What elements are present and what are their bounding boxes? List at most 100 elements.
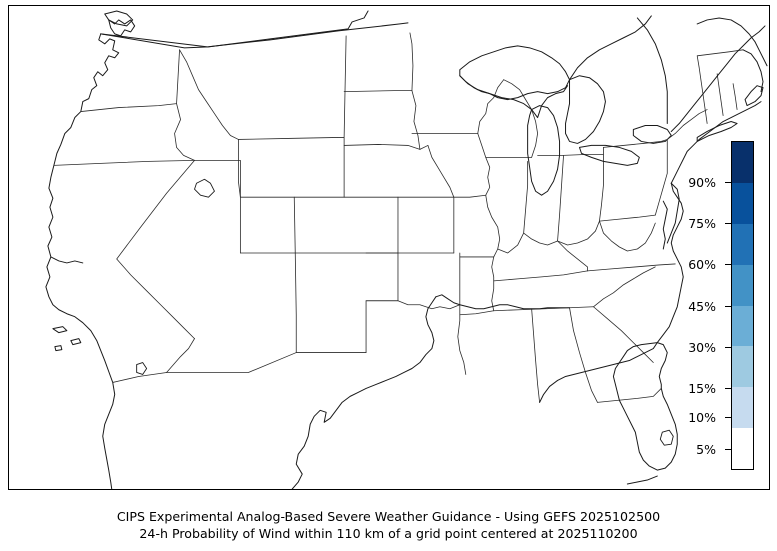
- arkansas-tennessee-mississippi-border: [492, 257, 494, 311]
- newengland-state-borders: [697, 50, 743, 124]
- colorbar-tick-45: 45%: [688, 300, 731, 312]
- saint-lawrence-river: [671, 26, 765, 132]
- illinois-indiana-border: [498, 161, 528, 253]
- south-dakota-iowa-border: [412, 91, 420, 150]
- montana-north-dakota-border: [344, 36, 346, 138]
- lake-ontario-outline: [633, 126, 671, 144]
- washington-oregon-border: [81, 50, 180, 112]
- colorbar-label-90: 90%: [688, 174, 716, 190]
- hudson-bay-lowland-line: [637, 18, 667, 124]
- canada-maritimes-coastline: [697, 18, 767, 66]
- lake-michigan-outline: [528, 106, 560, 196]
- virginia-north-carolina-border: [587, 264, 675, 271]
- colorbar-label-10: 10%: [688, 410, 716, 426]
- great-lakes-canada-shoreline: [570, 16, 652, 80]
- colorbar-label-15: 15%: [688, 380, 716, 396]
- georgia-south-carolina-border: [593, 307, 653, 363]
- pennsylvania-maryland-border: [599, 215, 655, 221]
- atlantic-coast-southeast: [657, 183, 683, 342]
- colorbar-segment-30-45: [732, 305, 753, 347]
- kentucky-virginia-tennessee-border: [558, 241, 588, 271]
- san-francisco-bay: [51, 257, 83, 263]
- colorbar-label-5: 5%: [696, 441, 716, 457]
- vancouver-island-outline: [105, 11, 133, 26]
- colorbar-tick-5: 5%: [696, 443, 731, 455]
- chesapeake-bay: [663, 201, 667, 249]
- ohio-pennsylvania-border: [599, 147, 603, 221]
- iowa-missouri-border: [454, 195, 486, 197]
- south-dakota-nebraska-border: [344, 144, 428, 149]
- colorbar-segment-15-30: [732, 346, 753, 388]
- colorbar-segment-5-10: [732, 428, 753, 469]
- conus-map: [9, 6, 769, 489]
- caption-line-2: 24-h Probability of Wind within 110 km o…: [139, 526, 638, 541]
- new-mexico-texas-border: [366, 253, 398, 353]
- colorbar-segment-45-60: [732, 264, 753, 306]
- kentucky-tennessee-border: [494, 271, 588, 281]
- lake-huron-outline: [566, 76, 606, 144]
- minnesota-wisconsin-border: [478, 80, 504, 134]
- figure-caption: CIPS Experimental Analog-Based Severe We…: [0, 508, 777, 542]
- colorbar-label-60: 60%: [688, 257, 716, 273]
- pennsylvania-new-york-border: [603, 139, 667, 147]
- great-salt-lake: [195, 179, 215, 197]
- us-canada-49th-parallel: [101, 23, 408, 47]
- new-york-border: [667, 110, 707, 140]
- ohio-west-virginia-border: [558, 221, 600, 245]
- canada-border-line: [101, 11, 368, 48]
- colorbar-segment-75-90: [732, 182, 753, 224]
- indiana-kentucky-border: [524, 233, 558, 245]
- mississippi-alabama-border: [532, 309, 540, 403]
- colorbar-segment-90-100: [732, 142, 753, 183]
- colorbar-tick-30: 30%: [688, 341, 731, 353]
- idaho-montana-border: [180, 50, 239, 140]
- north-dakota-south-dakota-border: [344, 91, 412, 92]
- idaho-utah-nevada-border: [195, 160, 241, 197]
- colorbar-label-30: 30%: [688, 339, 716, 355]
- map-panel: [8, 5, 770, 490]
- west-virginia-virginia-border: [599, 221, 655, 251]
- colorbar-tick-75: 75%: [688, 217, 731, 230]
- louisiana-delta-coastline: [436, 295, 570, 309]
- iowa-illinois-border: [478, 133, 490, 195]
- alabama-florida-panhandle-coast: [540, 343, 658, 403]
- lake-erie-outline: [579, 145, 639, 165]
- wisconsin-michigan-border: [504, 80, 538, 158]
- florida-keys: [627, 476, 657, 484]
- maine-coastline: [743, 50, 763, 92]
- cape-cod: [745, 86, 763, 106]
- colorbar-label-45: 45%: [688, 298, 716, 314]
- michigan-upper-peninsula: [460, 76, 568, 118]
- caption-line-1: CIPS Experimental Analog-Based Severe We…: [116, 509, 661, 524]
- north-dakota-minnesota-border: [410, 33, 413, 91]
- nebraska-iowa-missouri-border: [428, 145, 454, 197]
- oregon-california-border: [54, 160, 195, 165]
- colorbar-gradient-bar: [731, 141, 754, 470]
- lake-superior-outline: [460, 46, 570, 100]
- colorbar-segment-10-15: [732, 387, 753, 429]
- colorbar-tick-60: 60%: [688, 259, 731, 271]
- georgia-florida-border: [597, 388, 661, 402]
- louisiana-texas-border: [458, 305, 466, 375]
- puget-sound-detail: [109, 20, 135, 36]
- tennessee-north-carolina-border: [593, 267, 655, 307]
- indiana-ohio-border: [558, 155, 564, 241]
- arkansas-louisiana-border: [460, 311, 494, 315]
- arizona-new-mexico-border: [295, 253, 296, 353]
- salton-sea: [137, 363, 147, 375]
- michigan-ohio-indiana-north-border: [538, 154, 604, 155]
- colorbar-tick-15: 15%: [688, 382, 731, 394]
- utah-colorado-border: [294, 197, 295, 253]
- missouri-illinois-border: [486, 195, 500, 257]
- california-arizona-border: [167, 339, 195, 373]
- florida-peninsula-coastline: [613, 343, 677, 470]
- oregon-idaho-border: [175, 104, 195, 161]
- delmarva-peninsula: [667, 183, 679, 243]
- tennessee-border-south: [494, 307, 594, 311]
- probability-colorbar: 90% 75% 60% 45% 30% 15% 10% 5%: [688, 141, 754, 470]
- colorbar-tick-10: 10%: [688, 412, 731, 424]
- idaho-wyoming-border: [238, 139, 240, 197]
- arizona-mexico-border: [167, 353, 297, 373]
- long-island: [697, 122, 737, 142]
- colorbar-tick-90: 90%: [688, 176, 731, 188]
